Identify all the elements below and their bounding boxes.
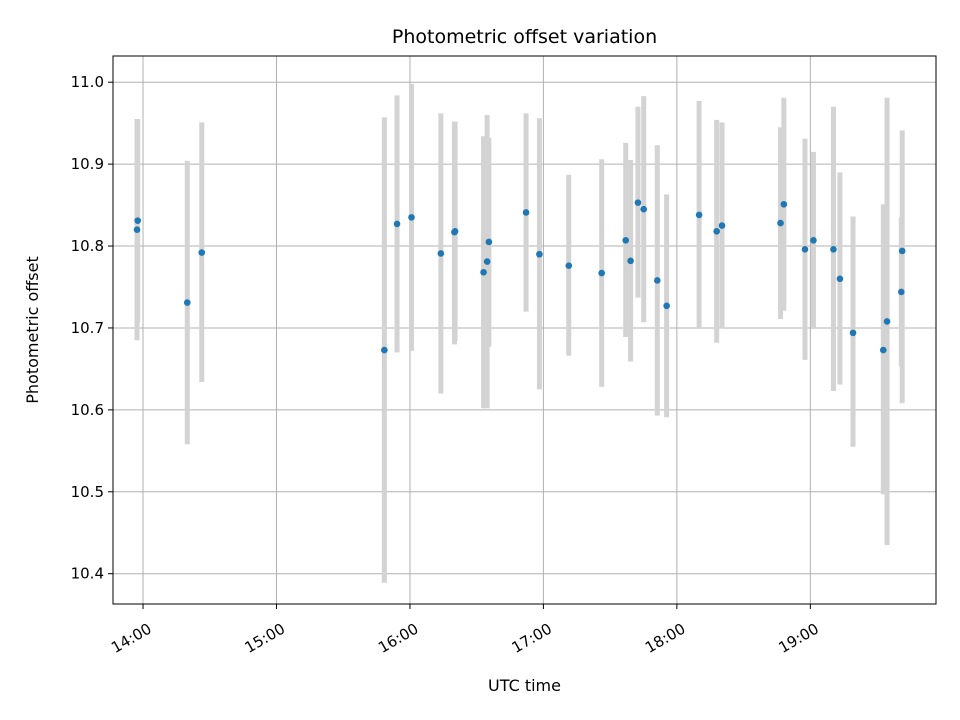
data-point — [883, 318, 891, 325]
data-point — [879, 346, 887, 354]
y-axis-label: Photometric offset — [23, 256, 42, 404]
data-point — [780, 200, 788, 208]
x-axis-label: UTC time — [488, 676, 561, 695]
data-point — [183, 299, 191, 306]
data-point — [437, 250, 445, 257]
data-point — [565, 262, 573, 269]
data-point — [408, 214, 415, 221]
data-point — [695, 211, 703, 219]
data-point — [634, 199, 642, 206]
y-axis-ticks: 10.4 10.5 10.6 10.7 10.8 10.9 11.0 — [71, 73, 113, 583]
data-point — [898, 247, 906, 255]
data-point — [480, 268, 487, 276]
grid-lines — [113, 56, 936, 604]
data-point — [830, 246, 837, 253]
data-point — [640, 205, 648, 213]
data-point — [451, 227, 459, 235]
data-point — [718, 222, 726, 229]
data-point — [713, 227, 720, 235]
data-point — [393, 220, 401, 228]
y-tick-label: 10.7 — [71, 319, 104, 337]
data-points — [133, 199, 906, 354]
data-point — [663, 302, 670, 310]
data-point — [536, 250, 543, 258]
chart-title: Photometric offset variation — [392, 26, 657, 48]
data-point — [381, 346, 388, 354]
data-point — [836, 275, 844, 283]
data-point — [777, 219, 784, 227]
data-point — [627, 257, 634, 265]
y-tick-label: 10.5 — [71, 483, 104, 501]
data-point — [134, 217, 141, 224]
data-point — [483, 258, 491, 265]
data-point — [598, 269, 605, 277]
data-point — [810, 237, 817, 244]
data-point — [522, 209, 530, 216]
data-point — [801, 246, 809, 253]
data-point — [198, 249, 206, 256]
data-point — [898, 288, 905, 296]
y-tick-label: 11.0 — [71, 73, 104, 91]
y-tick-label: 10.6 — [71, 401, 104, 419]
y-tick-label: 10.4 — [71, 565, 104, 583]
y-tick-label: 10.8 — [71, 237, 104, 255]
data-point — [133, 226, 141, 233]
plot-frame — [112, 55, 937, 605]
data-point — [485, 238, 493, 246]
data-point — [849, 329, 857, 337]
data-point — [622, 237, 630, 244]
y-tick-label: 10.9 — [71, 155, 104, 173]
data-point — [653, 277, 661, 284]
